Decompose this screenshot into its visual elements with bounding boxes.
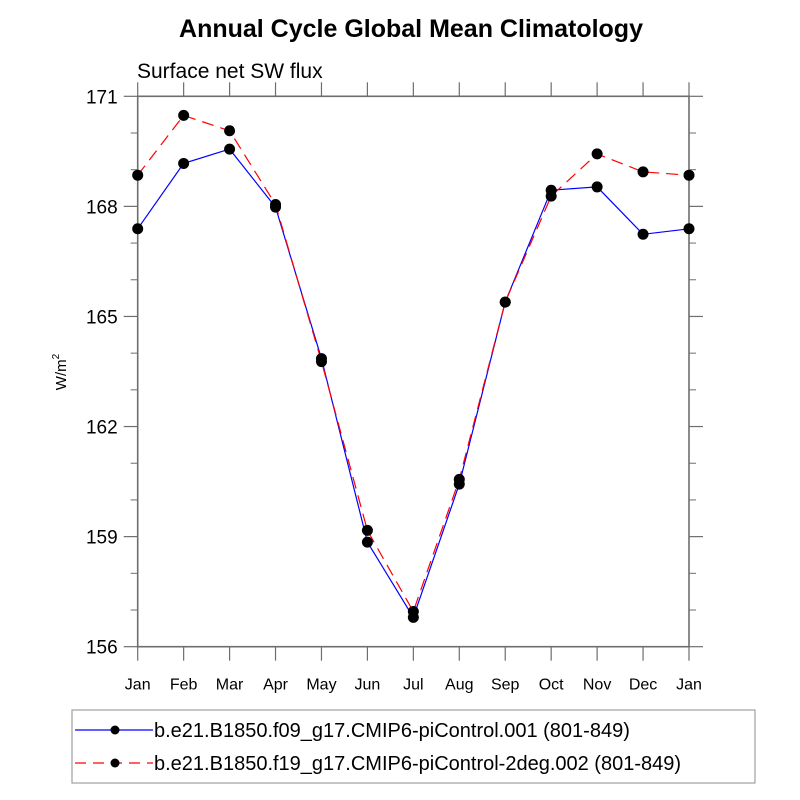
data-point [270, 199, 282, 211]
x-tick-label: Jun [355, 677, 381, 694]
chart-title: Annual Cycle Global Mean Climatology [179, 15, 643, 43]
data-point [178, 109, 190, 121]
plot-frame [136, 95, 690, 648]
x-tick-label: Feb [170, 677, 198, 694]
data-point [683, 169, 695, 181]
data-point [591, 148, 603, 160]
x-tick-label: Mar [216, 677, 244, 694]
x-tick-label: Jan [125, 677, 151, 694]
legend-label-2: b.e21.B1850.f19_g17.CMIP6-piControl-2deg… [154, 753, 681, 775]
x-tick-label: Dec [629, 677, 657, 694]
x-tick-label: Jan [676, 677, 702, 694]
y-axis-label-text: W/m [53, 359, 70, 390]
legend-label-1: b.e21.B1850.f09_g17.CMIP6-piControl.001 … [154, 720, 630, 742]
y-tick-label: 168 [86, 197, 118, 218]
axes [136, 95, 690, 648]
series-markers [132, 109, 695, 623]
svg-text:W/m2: W/m2 [51, 353, 70, 390]
y-axis-label: W/m2 [51, 353, 70, 390]
x-tick-label: Aug [445, 677, 473, 694]
data-point [361, 524, 373, 536]
chart-subtitle: Surface net SW flux [137, 60, 323, 83]
data-point [683, 223, 695, 235]
series-line-1 [137, 148, 690, 619]
data-point [591, 181, 603, 193]
x-tick-label: Oct [539, 677, 564, 694]
data-point [315, 356, 327, 368]
series-line-2 [137, 114, 690, 613]
tick-labels: Jan Feb Mar Apr May Jun Jul Aug Sep Oct Nov Dec Jan 1… [86, 87, 702, 693]
y-tick-label: 165 [86, 307, 118, 328]
x-tick-label: Jul [403, 677, 423, 694]
y-tick-label: 162 [86, 418, 118, 439]
data-point [178, 157, 190, 169]
data-point [361, 536, 373, 548]
y-tick-label: 159 [86, 528, 118, 549]
x-tick-label: Sep [491, 677, 520, 694]
data-point [453, 473, 465, 485]
x-tick-label: May [306, 677, 336, 694]
data-point [637, 228, 649, 240]
legend-box [71, 709, 756, 784]
data-point [132, 169, 144, 181]
data-point [545, 190, 557, 202]
y-tick-label: 171 [86, 87, 118, 108]
data-point [637, 166, 649, 178]
data-point [407, 605, 419, 617]
y-axis-label-superscript: 2 [51, 353, 62, 359]
x-tick-label: Nov [583, 677, 611, 694]
data-point [224, 125, 236, 137]
legend-marker-2 [110, 758, 120, 768]
data-point [132, 223, 144, 235]
series-lines [137, 114, 690, 619]
legend-marker-1 [110, 725, 120, 735]
x-tick-label: Apr [263, 677, 289, 694]
data-point [224, 143, 236, 155]
ticks [123, 82, 703, 661]
y-tick-label: 156 [86, 638, 118, 659]
data-point [499, 296, 511, 308]
legend: b.e21.B1850.f09_g17.CMIP6-piControl.001 … [71, 709, 756, 784]
